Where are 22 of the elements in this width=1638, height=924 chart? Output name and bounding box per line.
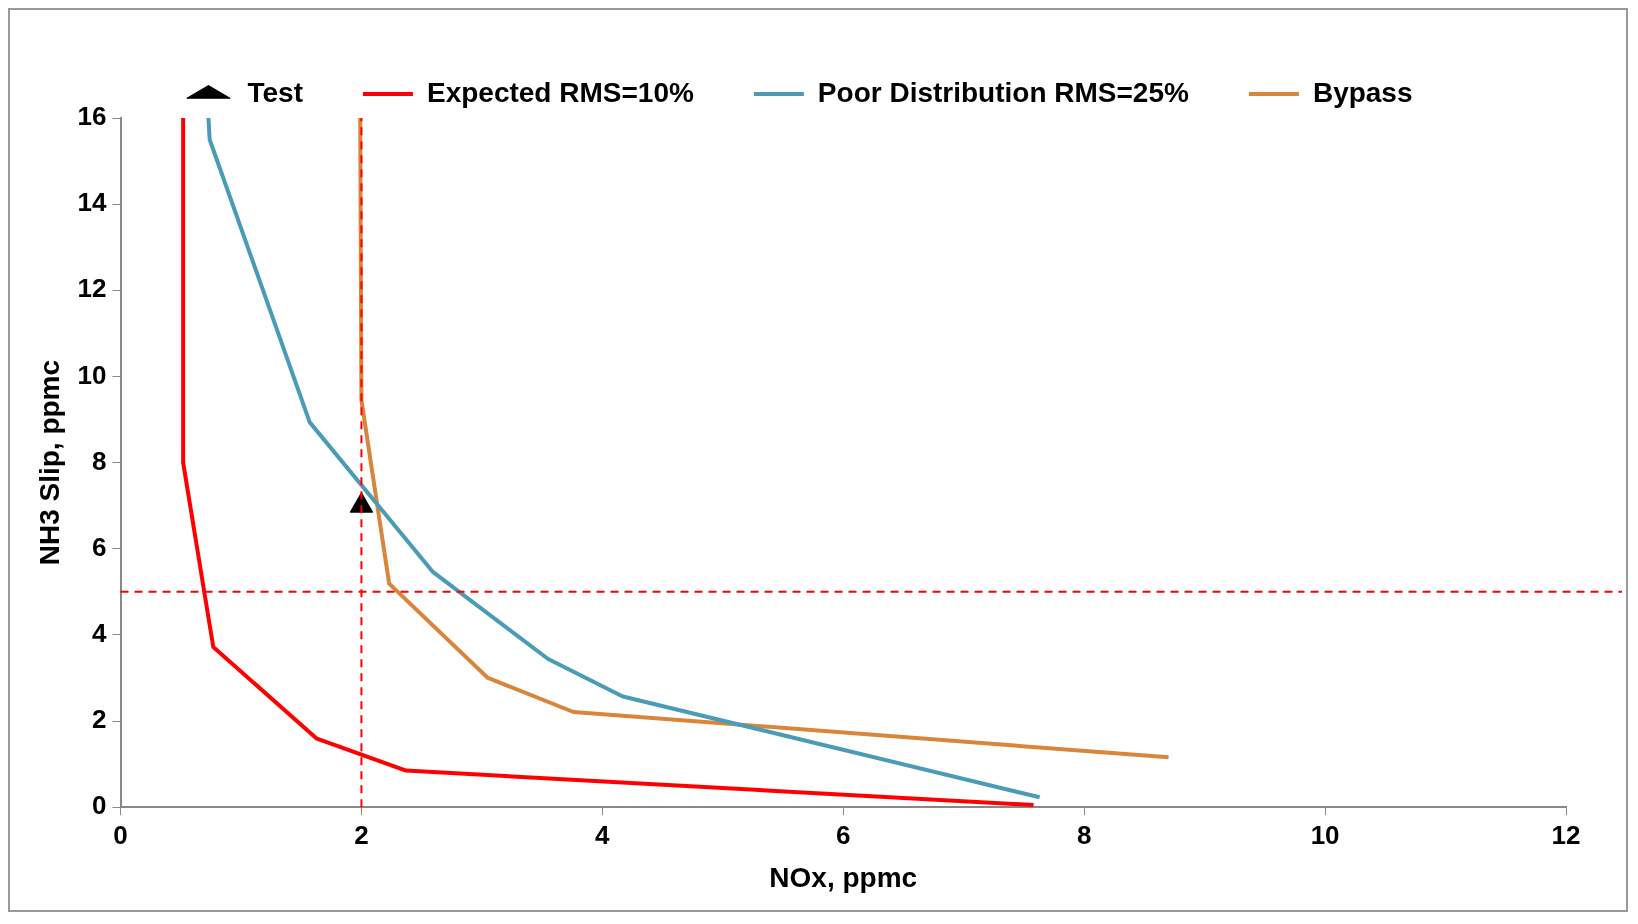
legend-label: Bypass <box>1312 76 1413 108</box>
y-axis-title: NH3 Slip, ppmc <box>33 359 65 566</box>
y-tick-label: 16 <box>77 101 107 132</box>
x-tick-label: 10 <box>1310 819 1340 850</box>
x-axis-title: NOx, ppmc <box>769 861 918 893</box>
legend-label: Test <box>247 76 303 108</box>
x-tick-label: 6 <box>836 819 851 850</box>
y-tick-label: 6 <box>92 531 107 562</box>
y-tick-label: 2 <box>92 704 107 735</box>
y-tick-label: 10 <box>77 359 107 390</box>
x-tick-label: 2 <box>354 819 369 850</box>
x-tick-label: 12 <box>1551 819 1581 850</box>
legend-label: Expected RMS=10% <box>426 76 694 108</box>
y-tick-label: 4 <box>92 618 108 649</box>
x-tick-label: 8 <box>1076 819 1092 850</box>
x-tick-label: 4 <box>595 819 611 850</box>
y-tick-label: 8 <box>92 445 107 476</box>
y-tick-label: 12 <box>77 273 107 304</box>
x-tick-label: 0 <box>113 819 128 850</box>
y-tick-label: 14 <box>77 187 108 218</box>
y-tick-label: 0 <box>92 790 107 821</box>
legend-label: Poor Distribution RMS=25% <box>817 76 1190 108</box>
